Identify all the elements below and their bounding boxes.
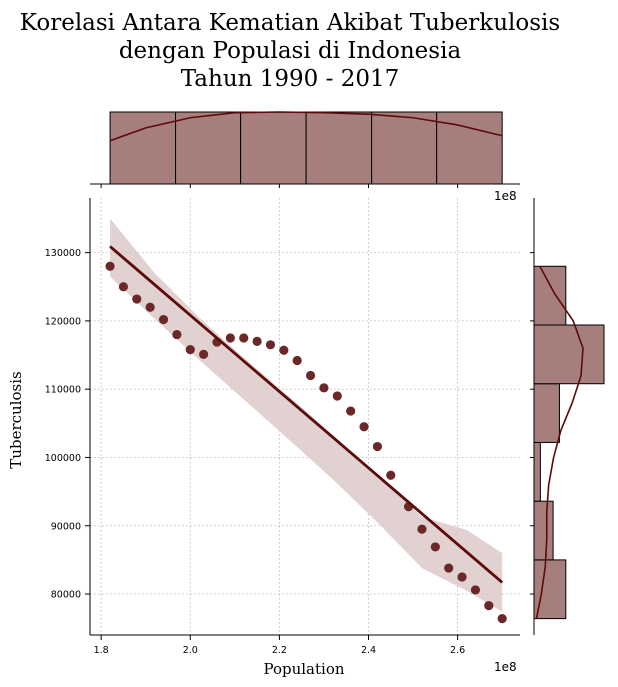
scatter-point — [372, 441, 383, 452]
top-histogram-bar — [175, 111, 242, 185]
top-histogram-bar — [371, 111, 438, 185]
y-tick-label: 130000 — [45, 248, 81, 259]
right-histogram-bar — [533, 324, 605, 385]
right-histogram-bar — [533, 500, 554, 561]
x-tick-label: 2.0 — [183, 645, 198, 656]
right-histogram-bar — [533, 559, 567, 620]
scatter-point — [225, 333, 235, 343]
y-tick-label: 90000 — [51, 521, 81, 532]
scatter-point — [292, 355, 302, 366]
scatter-point — [199, 349, 209, 359]
regression-line — [109, 245, 504, 584]
scatter-point — [497, 614, 507, 624]
y-tick-label: 110000 — [45, 385, 81, 396]
scatter-point — [158, 314, 169, 325]
x-tick-label: 2.2 — [272, 645, 287, 656]
right-histogram-bar — [533, 265, 567, 326]
scatter-point — [105, 261, 115, 271]
x-tick-label: 2.6 — [450, 645, 465, 656]
scatter-point — [386, 470, 396, 480]
scatter-plot-area: 1.8 2.0 2.2 2.4 2.6 80000 90000 100000 110000 120… — [45, 198, 520, 656]
scatter-point — [265, 340, 276, 350]
scatter-point — [319, 383, 329, 393]
scatter-point — [118, 282, 129, 292]
x-tick-label: 2.4 — [361, 645, 376, 656]
right-histogram-bar — [533, 383, 560, 443]
x-tick-label: 1.8 — [94, 645, 109, 656]
scatter-point — [132, 294, 142, 304]
scatter-point — [172, 329, 182, 340]
scatter-point — [430, 542, 440, 552]
x-axis-offset-label: 1e8 — [494, 660, 517, 674]
top-kde-curve — [109, 111, 503, 142]
scatter-point — [346, 406, 356, 416]
y-tick-label: 120000 — [45, 316, 81, 327]
y-tick-label: 80000 — [51, 590, 81, 601]
scatter-point — [185, 344, 195, 355]
scatter-point — [332, 391, 342, 401]
right-marginal-histogram — [530, 198, 605, 635]
right-kde-curve — [535, 265, 584, 619]
title-line-1: Korelasi Antara Kematian Akibat Tuberkul… — [20, 10, 560, 36]
top-axis-offset-label: 1e8 — [494, 189, 517, 203]
y-tick-label: 100000 — [45, 453, 81, 464]
scatter-point — [484, 601, 494, 611]
scatter-point — [359, 422, 369, 432]
x-axis-label: Population — [263, 660, 344, 678]
right-histogram-bar — [533, 441, 541, 502]
top-histogram-bar — [240, 111, 307, 185]
y-axis-label: Tuberculosis — [7, 371, 25, 468]
chart-title: Korelasi Antara Kematian Akibat Tuberkul… — [20, 10, 560, 92]
top-marginal-histogram — [90, 111, 520, 188]
scatter-point — [470, 585, 481, 595]
scatter-point — [457, 572, 467, 582]
title-line-2: dengan Populasi di Indonesia — [119, 38, 462, 64]
scatter-point — [279, 345, 289, 355]
scatter-point — [444, 563, 454, 573]
title-line-3: Tahun 1990 - 2017 — [181, 66, 399, 92]
scatter-point — [252, 336, 262, 346]
scatter-point — [305, 370, 316, 381]
scatter-point — [417, 524, 427, 534]
scatter-point — [145, 302, 155, 312]
top-histogram-bar — [305, 111, 373, 185]
scatter-point — [239, 333, 249, 343]
